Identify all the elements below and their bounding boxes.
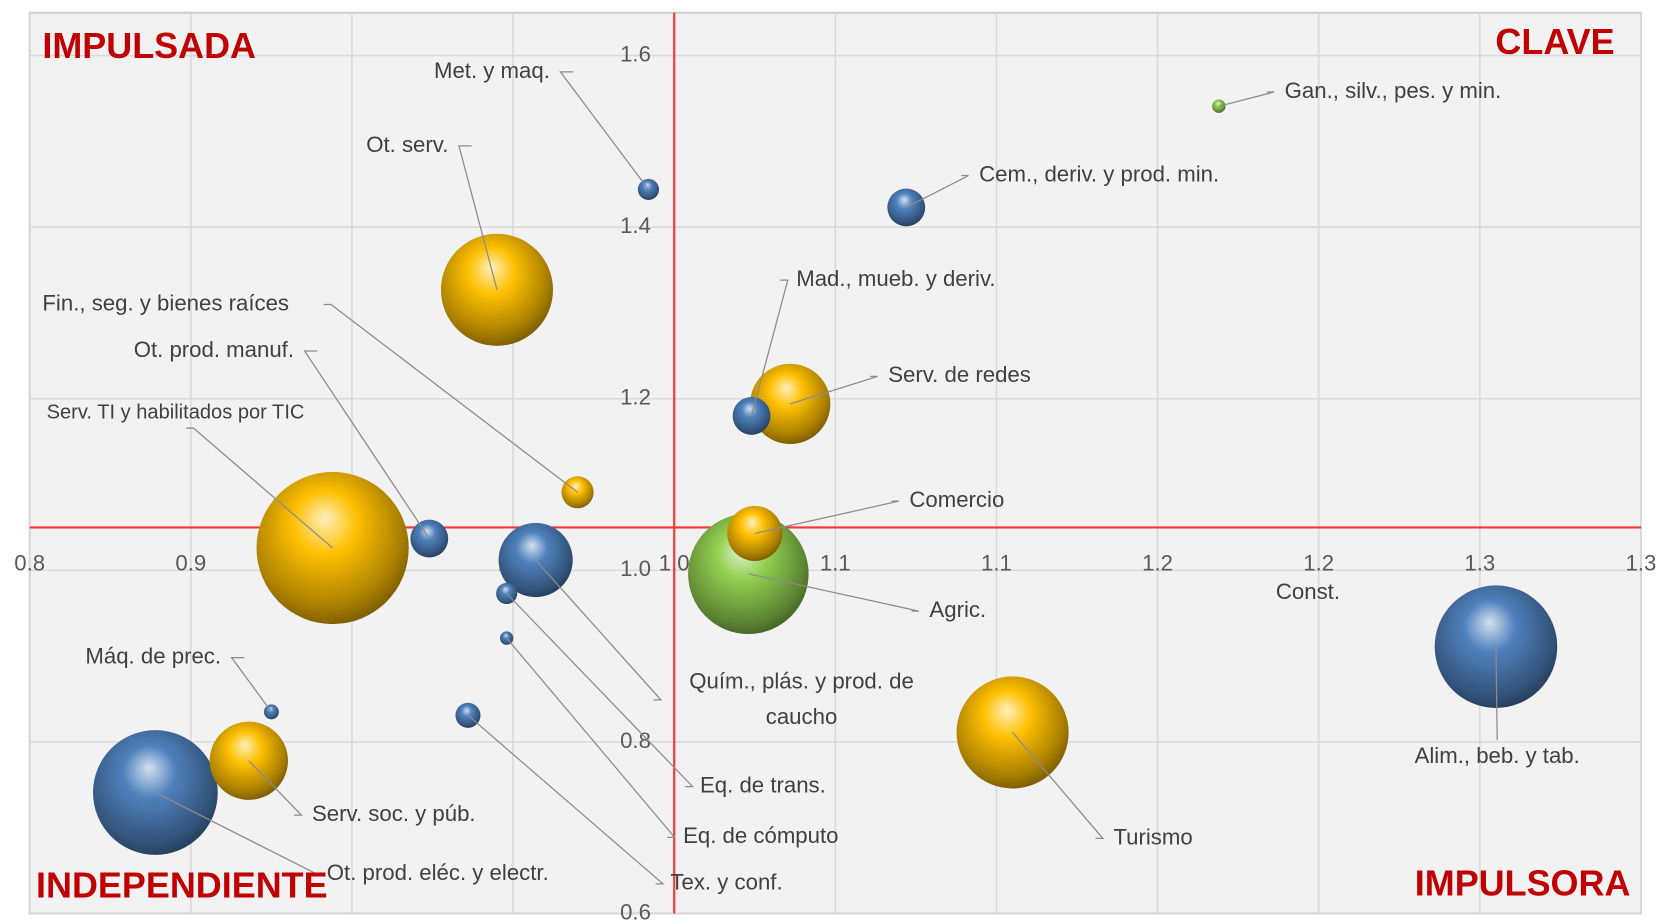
leader-line <box>248 760 303 816</box>
data-label: Mad., mueb. y deriv. <box>796 266 995 291</box>
leader-line <box>303 350 430 539</box>
x-tick-label: 1.3 <box>1626 550 1657 575</box>
data-label: Agric. <box>929 597 986 622</box>
x-tick-label: 0.9 <box>175 550 206 575</box>
data-label: Tex. y conf. <box>670 870 782 895</box>
x-tick-label: 0.8 <box>14 550 45 575</box>
data-label: Cem., deriv. y prod. min. <box>979 161 1219 186</box>
y-tick-label: 1.2 <box>620 385 651 410</box>
data-label: Comercio <box>909 487 1004 512</box>
leader-line <box>467 714 665 885</box>
bubble <box>440 233 554 346</box>
leader-line <box>1012 732 1105 840</box>
data-label: Máq. de prec. <box>85 643 221 668</box>
leader-line <box>750 279 789 417</box>
bubble <box>637 178 660 200</box>
quadrant-label: CLAVE <box>1495 21 1614 62</box>
data-label-box: Quím., plás. y prod. de caucho <box>689 669 914 730</box>
x-tick-label: 1.3 <box>1464 550 1495 575</box>
y-tick-label: 1.0 <box>620 556 651 581</box>
leader-line <box>790 375 878 405</box>
data-label: Ot. serv. <box>366 132 448 157</box>
leader-line <box>155 791 318 875</box>
leader-line <box>186 427 334 549</box>
data-label: Quím., plás. y prod. de caucho <box>689 669 914 730</box>
y-tick-label: 1.6 <box>620 41 651 66</box>
data-label: Turismo <box>1113 824 1192 849</box>
data-label: Gan., silv., pes. y min. <box>1285 78 1502 103</box>
data-label: Fin., seg. y bienes raíces <box>42 290 289 315</box>
y-tick-label: 0.8 <box>620 728 651 753</box>
leader-line <box>230 656 272 713</box>
data-label: Met. y maq. <box>434 58 550 83</box>
y-tick-label: 0.6 <box>620 899 651 923</box>
data-label: Eq. de cómputo <box>683 823 838 848</box>
leader-line <box>754 500 899 535</box>
leader-line <box>1495 646 1498 741</box>
x-tick-label: 1.2 <box>1142 550 1173 575</box>
data-label: Serv. TI y habilitados por TIC <box>47 402 305 424</box>
quadrant-label: INDEPENDIENTE <box>36 865 328 906</box>
data-label: Eq. de trans. <box>700 772 826 797</box>
y-tick-label: 1.4 <box>620 213 651 238</box>
data-label: Const. <box>1276 579 1340 604</box>
leader-line <box>535 559 663 701</box>
data-label: Serv. de redes <box>888 362 1031 387</box>
leader-line <box>905 174 969 208</box>
leader-line <box>748 573 920 612</box>
leader-line <box>323 303 578 493</box>
data-label: Alim., beb. y tab. <box>1415 743 1580 768</box>
leader-line <box>458 145 498 290</box>
bubble <box>263 704 279 720</box>
quadrant-label: IMPULSADA <box>42 25 256 66</box>
leader-line <box>506 637 677 838</box>
data-label: Ot. prod. manuf. <box>134 337 294 362</box>
leader-line <box>559 71 649 190</box>
data-label: Ot. prod. eléc. y electr. <box>327 860 549 885</box>
x-tick-label: 1.2 <box>1303 550 1334 575</box>
leader-line <box>506 593 695 788</box>
quadrant-label: IMPULSORA <box>1415 862 1631 903</box>
x-tick-label: 1.1 <box>981 550 1012 575</box>
x-tick-label: 1.1 <box>820 550 851 575</box>
data-label: Serv. soc. y púb. <box>312 801 476 826</box>
leader-line <box>1218 91 1275 107</box>
